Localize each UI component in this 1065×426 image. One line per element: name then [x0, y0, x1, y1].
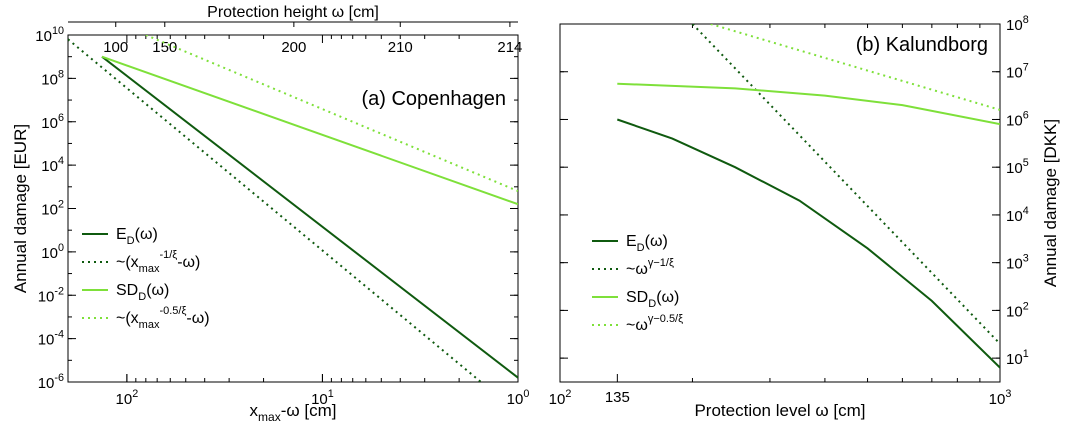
y-tick-label: 100: [41, 242, 64, 262]
x-tick-label: 101: [311, 388, 334, 408]
top-axis-tick-label: 200: [281, 39, 306, 56]
top-axis-tick-label: 210: [388, 39, 413, 56]
series-sd-line: [617, 82, 1000, 126]
y-tick-label: 108: [1006, 14, 1029, 34]
x-tick-label: 102: [116, 388, 139, 408]
y-tick-label: 103: [1006, 253, 1029, 273]
legend-label-sd: SDD(ω): [116, 282, 169, 303]
series-ed-line: [101, 55, 518, 379]
series-ed_fit-line: [691, 24, 1000, 345]
legend-label-sd: SDD(ω): [626, 289, 679, 310]
y-axis-label: Annual damage [DKK]: [1041, 119, 1060, 287]
legend-label-sd_fit: ~(xmax-0.5/ξ-ω): [116, 305, 210, 331]
plot-frame-b: [559, 23, 1001, 383]
top-axis-tick-label: 100: [103, 39, 128, 56]
y-tick-label: 101: [1006, 348, 1029, 368]
y-tick-label: 106: [1006, 109, 1029, 129]
top-axis-tick-label: 214: [497, 39, 522, 56]
y-tick-label: 102: [41, 199, 64, 219]
series-ed-line: [616, 118, 1000, 369]
y-tick-label: 105: [1006, 157, 1029, 177]
y-tick-label: 10-2: [38, 285, 64, 305]
series-ed_fit-line: [68, 38, 483, 382]
y-tick-label: 104: [1006, 205, 1029, 225]
x-axis-label: xmax-ω [cm]: [250, 401, 337, 424]
y-tick-label: 10-6: [38, 372, 64, 392]
y-tick-label: 104: [41, 155, 64, 175]
y-tick-label: 107: [1006, 62, 1029, 82]
y-tick-label: 108: [41, 68, 64, 88]
legend-label-ed_fit: ~ωγ−1/ξ: [626, 257, 674, 278]
y-tick-label: 102: [1006, 300, 1029, 320]
y-axis-label: Annual damage [EUR]: [11, 124, 30, 293]
legend-label-ed_fit: ~(xmax-1/ξ-ω): [116, 249, 200, 275]
legend-label-ed: ED(ω): [626, 233, 668, 254]
y-tick-label: 10-4: [38, 329, 64, 349]
legend-label-sd_fit: ~ωγ−0.5/ξ: [626, 313, 683, 334]
chart-title: (a) Copenhagen: [361, 88, 506, 110]
legend-label-ed: ED(ω): [116, 226, 158, 247]
x-tick-label: 103: [989, 388, 1012, 408]
y-tick-label: 106: [41, 112, 64, 132]
x-tick-label: 100: [507, 388, 530, 408]
series-sd-line: [101, 55, 518, 206]
x-axis-label: Protection level ω [cm]: [694, 401, 865, 420]
top-axis-label: Protection height ω [cm]: [207, 4, 379, 21]
x-tick-label: 102: [549, 388, 572, 408]
y-tick-label: 1010: [35, 25, 64, 45]
series-sd_fit-line: [145, 35, 518, 193]
series-sd_fit-line: [710, 24, 1000, 111]
chart-title: (b) Kalundborg: [856, 34, 988, 56]
top-axis-tick-label: 150: [152, 39, 177, 56]
x-tick-label: 135: [605, 389, 630, 406]
